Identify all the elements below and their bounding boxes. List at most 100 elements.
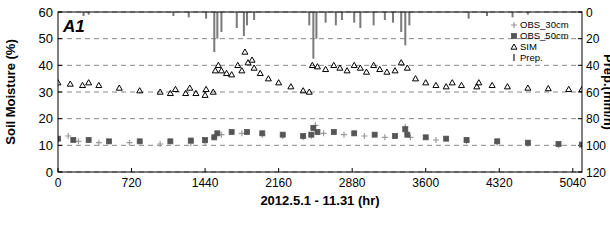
marker-square bbox=[556, 142, 561, 147]
marker-triangle bbox=[96, 82, 102, 87]
marker-triangle bbox=[224, 70, 230, 75]
y-tick-label: 30 bbox=[39, 85, 53, 100]
precip-bar bbox=[253, 12, 255, 20]
precip-bar bbox=[312, 12, 314, 59]
marker-plus bbox=[433, 137, 439, 143]
marker-square bbox=[168, 139, 173, 144]
marker-plus bbox=[127, 140, 133, 146]
marker-triangle bbox=[187, 85, 193, 90]
marker-square bbox=[188, 138, 193, 143]
x-tick-label: 4320 bbox=[486, 176, 513, 190]
x-tick-label: 0 bbox=[55, 176, 62, 190]
precip-bar bbox=[373, 12, 375, 25]
marker-square bbox=[495, 139, 500, 144]
marker-square bbox=[86, 138, 91, 143]
marker-triangle bbox=[172, 86, 178, 91]
marker-plus bbox=[259, 132, 265, 138]
marker-triangle bbox=[257, 70, 263, 75]
marker-plus bbox=[361, 133, 367, 139]
y2-tick-label: 40 bbox=[586, 59, 600, 73]
marker-triangle bbox=[504, 84, 510, 89]
marker-triangle bbox=[314, 64, 320, 69]
marker-triangle bbox=[203, 86, 209, 91]
legend-label: OBS_30cm bbox=[520, 19, 569, 30]
marker-plus bbox=[494, 140, 500, 146]
marker-triangle bbox=[306, 89, 312, 94]
grid-line bbox=[58, 118, 582, 119]
marker-plus bbox=[65, 133, 71, 139]
x-tick-label: 720 bbox=[122, 176, 142, 190]
marker-triangle bbox=[210, 89, 216, 94]
x-tick-label: 2160 bbox=[265, 176, 292, 190]
marker-triangle bbox=[309, 62, 315, 67]
x-tick-label: 5040 bbox=[559, 176, 586, 190]
marker-square bbox=[423, 135, 428, 140]
precip-bar bbox=[512, 12, 514, 17]
y2-tick-label: 0 bbox=[586, 6, 593, 20]
marker-square bbox=[244, 130, 249, 135]
precip-bar bbox=[408, 12, 410, 25]
precip-bar bbox=[468, 12, 470, 19]
precip-bar bbox=[172, 12, 174, 16]
marker-square bbox=[107, 139, 112, 144]
precip-bar bbox=[353, 12, 355, 23]
precip-bar bbox=[243, 12, 245, 36]
marker-triangle bbox=[351, 62, 357, 67]
precip-bar bbox=[392, 12, 394, 23]
grid-line bbox=[58, 65, 582, 66]
marker-triangle bbox=[371, 62, 377, 67]
marker-plus bbox=[280, 133, 286, 139]
marker-triangle bbox=[449, 80, 455, 85]
marker-plus bbox=[157, 141, 163, 147]
grid-line bbox=[58, 145, 582, 146]
marker-triangle bbox=[137, 88, 143, 93]
marker-triangle bbox=[423, 80, 429, 85]
marker-triangle bbox=[86, 80, 92, 85]
plot-frame bbox=[58, 12, 582, 172]
y-tick bbox=[58, 118, 62, 119]
y2-tick bbox=[578, 118, 582, 119]
marker-triangle bbox=[193, 90, 199, 95]
marker-triangle bbox=[249, 57, 255, 62]
marker-triangle bbox=[337, 65, 343, 70]
y2-tick bbox=[578, 38, 582, 39]
precip-bar bbox=[205, 12, 207, 19]
marker-triangle bbox=[80, 82, 86, 87]
marker-triangle bbox=[413, 76, 419, 81]
marker-triangle bbox=[229, 72, 235, 77]
marker-square bbox=[444, 136, 449, 141]
marker-plus bbox=[239, 130, 245, 136]
marker-triangle bbox=[363, 69, 369, 74]
marker-square bbox=[464, 138, 469, 143]
x-tick bbox=[131, 168, 132, 172]
marker-plus bbox=[556, 142, 562, 148]
marker-triangle bbox=[265, 76, 271, 81]
marker-triangle bbox=[218, 68, 224, 73]
marker-triangle bbox=[443, 84, 449, 89]
marker-triangle bbox=[476, 80, 482, 85]
marker-triangle bbox=[202, 92, 208, 97]
marker-triangle bbox=[116, 85, 122, 90]
y2-tick-label: 120 bbox=[586, 166, 606, 180]
legend-marker bbox=[512, 34, 517, 39]
precip-bar bbox=[236, 12, 238, 28]
x-tick bbox=[278, 168, 279, 172]
marker-triangle bbox=[392, 68, 398, 73]
y-tick-label: 10 bbox=[39, 138, 53, 153]
precip-bar bbox=[246, 12, 248, 25]
precip-bar bbox=[216, 12, 218, 39]
marker-square bbox=[525, 140, 530, 145]
x-tick bbox=[572, 168, 573, 172]
marker-plus bbox=[341, 132, 347, 138]
marker-square bbox=[309, 132, 314, 137]
marker-square bbox=[301, 134, 306, 139]
marker-square bbox=[331, 130, 336, 135]
y2-tick-label: 60 bbox=[586, 86, 600, 100]
marker-plus bbox=[382, 134, 388, 140]
marker-triangle bbox=[384, 69, 390, 74]
y-tick-label: 0 bbox=[46, 165, 53, 180]
marker-triangle bbox=[545, 86, 551, 91]
y-tick-label: 50 bbox=[39, 31, 53, 46]
marker-triangle bbox=[235, 62, 241, 67]
marker-plus bbox=[96, 140, 102, 146]
